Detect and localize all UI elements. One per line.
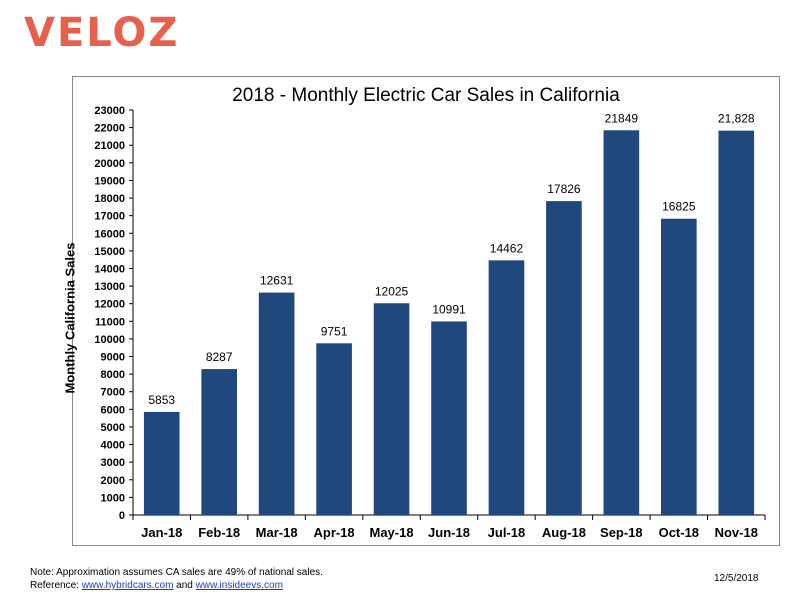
reference-prefix: Reference: bbox=[30, 580, 82, 591]
hybridcars-link[interactable]: www.hybridcars.com bbox=[81, 580, 174, 591]
veloz-logo: VELOZ bbox=[24, 10, 180, 56]
y-tick-label: 0 bbox=[119, 510, 125, 522]
y-tick-label: 21000 bbox=[94, 140, 125, 152]
y-tick-label: 10000 bbox=[94, 334, 125, 346]
footer-date: 12/5/2018 bbox=[714, 573, 759, 584]
y-tick-label: 20000 bbox=[94, 158, 125, 170]
data-label: 21849 bbox=[605, 111, 639, 125]
data-label: 9751 bbox=[321, 324, 348, 338]
y-tick-label: 4000 bbox=[101, 440, 125, 452]
y-tick-label: 5000 bbox=[101, 422, 125, 434]
y-tick-label: 13000 bbox=[94, 281, 125, 293]
and-text: and bbox=[173, 580, 196, 591]
y-tick-label: 2000 bbox=[101, 475, 125, 487]
y-tick-label: 17000 bbox=[94, 211, 125, 223]
footer-note: Note: Approximation assumes CA sales are… bbox=[30, 566, 323, 592]
y-tick-label: 12000 bbox=[94, 299, 125, 311]
bar bbox=[661, 218, 697, 515]
bar bbox=[718, 130, 755, 515]
bar bbox=[431, 321, 467, 515]
y-tick-label: 14000 bbox=[94, 263, 125, 275]
y-tick-label: 9000 bbox=[101, 352, 125, 364]
data-label: 21,828 bbox=[718, 112, 755, 126]
reference-line: Reference: www.hybridcars.com and www.in… bbox=[30, 579, 323, 592]
data-label: 10991 bbox=[432, 302, 466, 316]
y-tick-label: 8000 bbox=[101, 369, 125, 381]
x-tick-label: May-18 bbox=[370, 525, 414, 540]
x-tick-label: Aug-18 bbox=[542, 525, 586, 540]
x-tick-label: Sep-18 bbox=[600, 525, 643, 540]
y-tick-label: 15000 bbox=[94, 246, 125, 258]
insideevs-link[interactable]: www.insideevs.com bbox=[195, 580, 283, 591]
y-tick-label: 11000 bbox=[95, 316, 125, 328]
x-tick-label: Mar-18 bbox=[256, 525, 298, 540]
y-tick-label: 6000 bbox=[101, 404, 125, 416]
chart-title: 2018 - Monthly Electric Car Sales in Cal… bbox=[232, 85, 620, 106]
y-tick-label: 23000 bbox=[94, 105, 125, 117]
x-tick-label: Nov-18 bbox=[715, 525, 758, 540]
y-tick-label: 3000 bbox=[101, 457, 125, 469]
y-tick-label: 7000 bbox=[101, 387, 125, 399]
y-tick-label: 16000 bbox=[94, 228, 125, 240]
x-tick-label: Feb-18 bbox=[198, 525, 240, 540]
data-label: 12025 bbox=[375, 284, 409, 298]
x-tick-label: Jun-18 bbox=[428, 525, 470, 540]
x-tick-label: Apr-18 bbox=[313, 525, 354, 540]
data-label: 5853 bbox=[148, 393, 175, 407]
y-tick-label: 22000 bbox=[94, 123, 125, 135]
bar bbox=[316, 343, 352, 515]
bar bbox=[143, 411, 180, 515]
x-tick-label: Oct-18 bbox=[659, 525, 699, 540]
bar bbox=[603, 130, 640, 515]
note-text: Note: Approximation assumes CA sales are… bbox=[30, 567, 323, 578]
bar bbox=[373, 303, 410, 515]
y-tick-label: 19000 bbox=[94, 175, 125, 187]
bar bbox=[546, 201, 582, 515]
y-tick-label: 18000 bbox=[94, 193, 125, 205]
bar bbox=[201, 369, 237, 515]
data-label: 16825 bbox=[662, 200, 696, 214]
data-label: 8287 bbox=[206, 350, 233, 364]
bar bbox=[258, 292, 295, 515]
data-label: 12631 bbox=[260, 274, 294, 288]
bar bbox=[488, 260, 525, 515]
y-tick-label: 1000 bbox=[101, 492, 125, 504]
data-label: 17826 bbox=[547, 182, 581, 196]
x-tick-label: Jul-18 bbox=[488, 525, 526, 540]
chart-frame: 2018 - Monthly Electric Car Sales in Cal… bbox=[72, 76, 780, 546]
data-label: 14462 bbox=[490, 241, 524, 255]
x-tick-label: Jan-18 bbox=[141, 525, 182, 540]
